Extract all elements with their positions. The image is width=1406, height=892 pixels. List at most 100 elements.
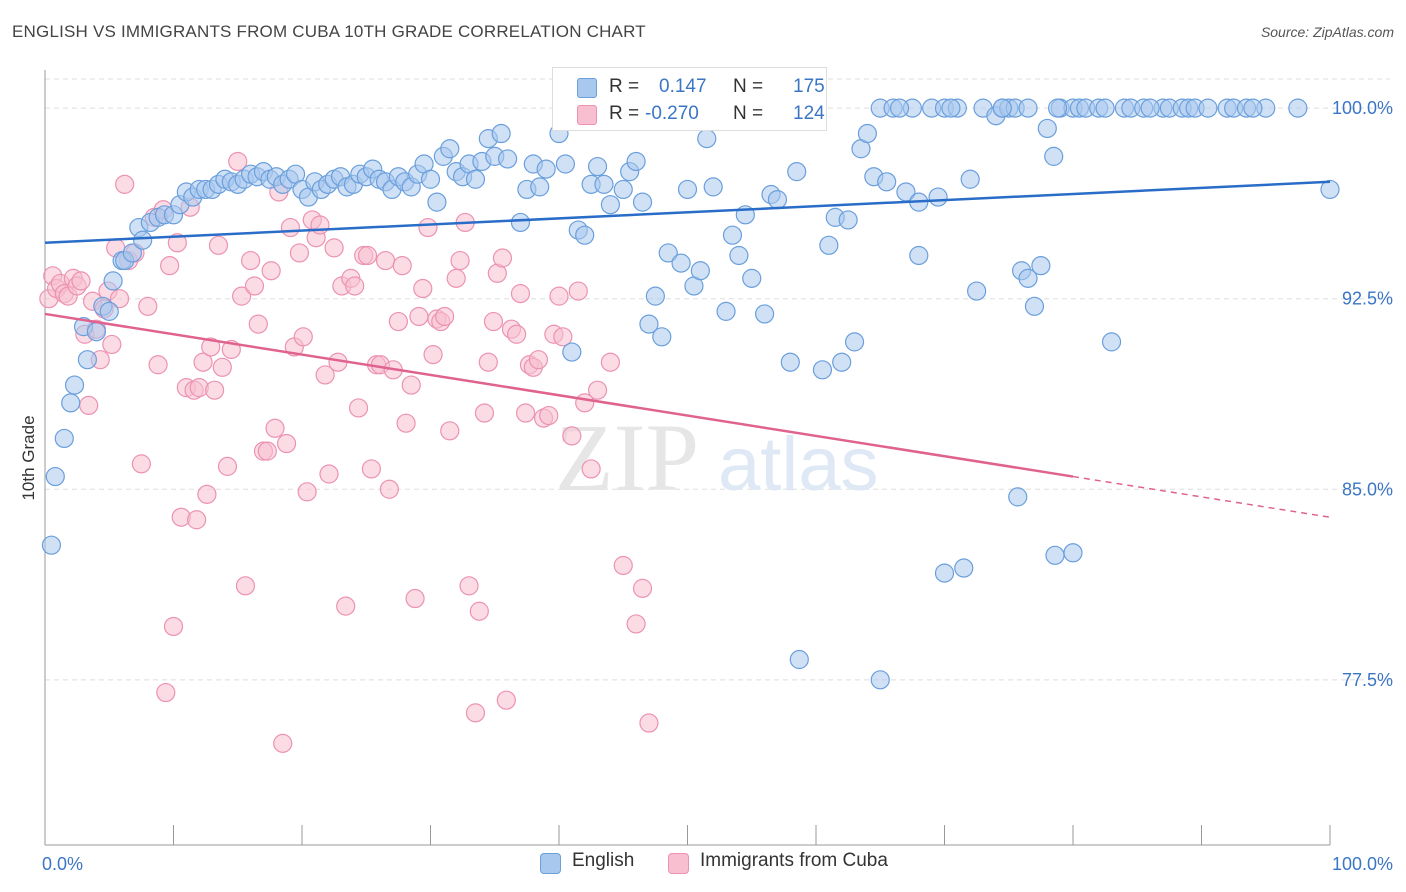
english-point [555, 154, 576, 174]
cuba-point [193, 352, 213, 372]
english-point [1320, 179, 1340, 200]
cuba-point [79, 395, 99, 416]
english-point [1018, 268, 1038, 288]
y-tick-label: 92.5% [1342, 289, 1393, 309]
cuba-point [261, 261, 281, 281]
english-point [77, 350, 98, 370]
english-point [671, 253, 691, 273]
cuba-point [131, 454, 151, 474]
english-point [722, 225, 743, 245]
cuba-point [496, 690, 516, 710]
english-point [819, 235, 839, 255]
cuba-point [506, 324, 527, 344]
english-point [1045, 545, 1065, 565]
cuba-point [265, 418, 285, 438]
watermark-atlas: atlas [718, 422, 879, 507]
cuba-point [315, 365, 335, 385]
cuba-point [375, 250, 396, 271]
english-point [844, 332, 865, 352]
axis-labels: 77.5% 85.0% 92.5% 100.0% 0.0% 100.0% 10th Grad… [19, 98, 1393, 874]
english-point [967, 281, 987, 301]
english-trend-line [44, 180, 1331, 245]
english-point [877, 172, 897, 192]
english-point [1018, 98, 1038, 118]
cuba-point [418, 217, 438, 238]
cuba-point [459, 576, 479, 596]
english-point [658, 243, 678, 263]
cuba-point [115, 174, 135, 194]
cuba-point [626, 614, 646, 634]
cuba-point [413, 278, 433, 299]
legend-cuba-label: Immigrants from Cuba [700, 850, 888, 871]
chart-title: ENGLISH VS IMMIGRANTS FROM CUBA 10TH GRA… [12, 22, 646, 41]
cuba-point [345, 276, 365, 296]
cuba-point [388, 311, 408, 332]
english-point [498, 149, 518, 169]
english-point [427, 192, 447, 212]
english-point [652, 327, 672, 347]
cuba-point [289, 243, 310, 263]
cuba-point [613, 555, 633, 576]
english-point [677, 179, 698, 200]
cuba-point [405, 588, 425, 609]
cuba-point [440, 421, 460, 441]
y-tick-label: 77.5% [1342, 670, 1393, 690]
y-tick-label: 85.0% [1342, 479, 1393, 499]
english-point [1288, 98, 1308, 118]
english-point [767, 189, 788, 210]
cuba-point [539, 405, 559, 426]
cuba-point [446, 268, 466, 288]
cuba-point [510, 284, 531, 304]
english-point [99, 301, 119, 321]
cuba-swatch [577, 105, 597, 125]
english-point [41, 535, 62, 555]
english-point [832, 352, 852, 372]
cuba-point [102, 334, 122, 355]
english-point [510, 212, 531, 233]
cuba-point [478, 352, 498, 372]
english-point [780, 352, 800, 372]
english-point [954, 558, 974, 578]
cuba-point [587, 380, 608, 400]
english-point [742, 268, 762, 288]
cuba-point [235, 576, 256, 596]
english-point [1095, 98, 1115, 118]
cuba-point [201, 337, 221, 357]
english-point [1140, 98, 1160, 118]
cuba-point [639, 713, 659, 733]
cuba-point [212, 357, 232, 377]
cuba-point [319, 464, 339, 484]
cuba-point [469, 601, 489, 621]
x-tick-label-max: 100.0% [1332, 854, 1393, 874]
cuba-point [568, 281, 588, 301]
cuba-trend-extension [1072, 475, 1331, 518]
cuba-point [217, 456, 238, 476]
cuba-point [273, 733, 293, 753]
cuba-point [549, 286, 569, 306]
cuba-point [528, 350, 549, 370]
cuba-point [379, 479, 399, 499]
cuba-r-label: R = [609, 103, 640, 124]
cuba-point [167, 233, 187, 253]
cuba-point [348, 398, 369, 418]
english-point [960, 169, 980, 189]
english-point [613, 179, 633, 200]
english-point [587, 156, 608, 177]
english-point [562, 342, 582, 362]
cuba-point [336, 596, 356, 616]
english-point [1031, 256, 1051, 276]
cuba-point [423, 344, 443, 365]
english-point [54, 428, 74, 449]
english-n-value: 175 [793, 76, 825, 97]
english-point [1008, 487, 1028, 507]
english-point [857, 123, 878, 144]
english-point [716, 301, 736, 321]
cuba-point [163, 616, 184, 637]
english-point [420, 169, 441, 189]
cuba-point [357, 245, 378, 266]
cuba-point [409, 306, 429, 327]
cuba-point [392, 256, 412, 276]
cuba-point [581, 459, 601, 479]
cuba-point [361, 459, 381, 479]
cuba-point [280, 217, 301, 238]
